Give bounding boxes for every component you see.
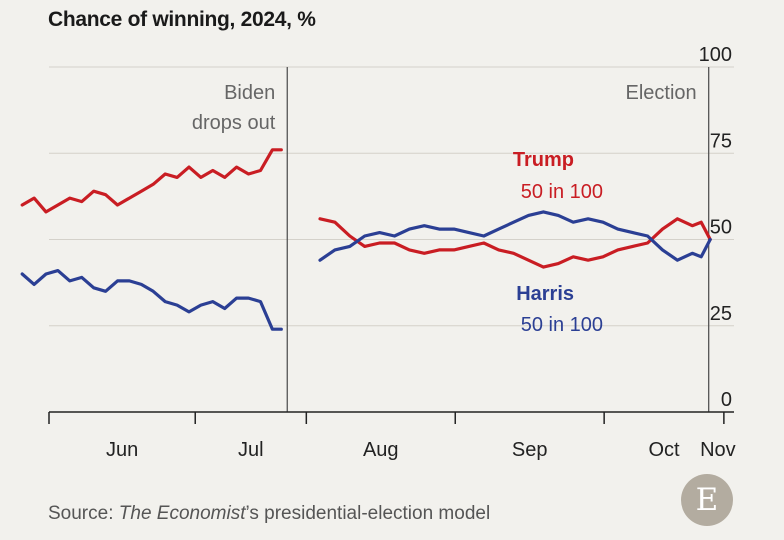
series-lines (20, 148, 712, 331)
harris-line-segment-2 (318, 210, 712, 262)
biden-drops-out-label-1: Biden (224, 82, 275, 104)
y-tick-label-0: 0 (721, 389, 732, 411)
trump-line-segment-1 (20, 148, 283, 214)
x-tick-label-Jul: Jul (238, 439, 264, 461)
x-axis (48, 411, 734, 424)
x-tick-label-Oct: Oct (648, 439, 680, 461)
x-tick-label-Nov: Nov (700, 439, 736, 461)
y-tick-label-75: 75 (710, 130, 732, 152)
biden-drops-out-label-2: drops out (192, 112, 276, 134)
labels: 100 75 50 25 0 Biden drops out Election Jun Jul Au… (106, 44, 736, 461)
economist-logo: E (681, 474, 733, 526)
source-prefix: Source: (48, 503, 119, 524)
source-publication: The Economist (118, 503, 246, 524)
grid-lines (49, 66, 734, 327)
chart-title: Chance of winning, 2024, % (48, 8, 316, 31)
harris-value-label: 50 in 100 (521, 314, 603, 336)
x-tick-label-Aug: Aug (363, 439, 399, 461)
harris-line-segment-1 (20, 269, 283, 331)
x-tick-label-Sep: Sep (512, 439, 548, 461)
source-note: Source: The Economist’s presidential-ele… (48, 503, 490, 525)
x-tick-label-Jun: Jun (106, 439, 138, 461)
election-label-1: Election (626, 82, 697, 104)
trump-label: Trump (513, 149, 574, 171)
harris-label: Harris (516, 283, 574, 305)
trump-line-segment-2 (318, 217, 712, 269)
y-tick-label-100: 100 (699, 44, 732, 66)
trump-value-label: 50 in 100 (521, 181, 603, 203)
y-tick-label-25: 25 (710, 303, 732, 325)
y-tick-label-50: 50 (710, 217, 732, 239)
source-suffix: ’s presidential-election model (245, 503, 491, 524)
